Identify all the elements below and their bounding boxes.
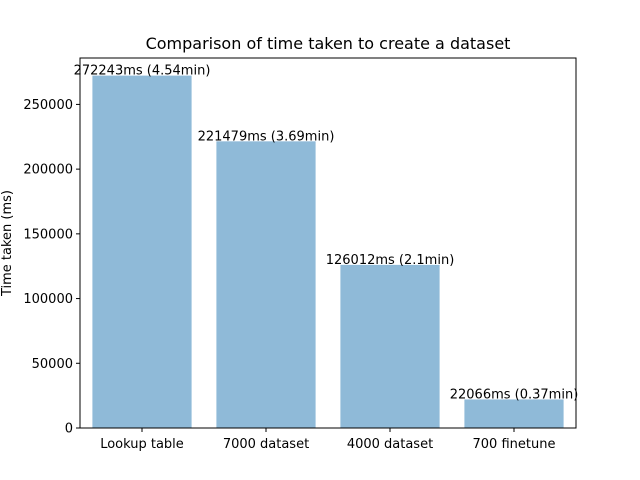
data-label-1: 272243ms (4.54min): [74, 64, 211, 79]
x-tick-label: 700 finetune: [473, 437, 556, 452]
y-tick-label: 250000: [23, 98, 73, 113]
y-tick-label: 0: [65, 422, 73, 437]
bars-layer: [92, 75, 564, 429]
chart-title: Comparison of time taken to create a dat…: [146, 34, 511, 53]
bar-2: [216, 141, 316, 428]
y-axis-label: Time taken (ms): [0, 190, 15, 297]
data-label-2: 221479ms (3.69min): [198, 129, 335, 144]
y-tick-label: 100000: [23, 292, 73, 307]
x-tick-label: 4000 dataset: [347, 437, 433, 452]
bar-3: [340, 264, 440, 428]
data-labels-layer: 272243ms (4.54min) 221479ms (3.69min) 1260…: [74, 64, 579, 403]
x-axis: Lookup table 7000 dataset 4000 dataset 700 …: [100, 428, 555, 452]
y-tick-label: 150000: [23, 227, 73, 242]
bar-4: [464, 399, 564, 428]
x-tick-label: 7000 dataset: [223, 437, 309, 452]
y-tick-label: 200000: [23, 163, 73, 178]
bar-1: [92, 75, 192, 429]
y-tick-label: 50000: [32, 357, 73, 372]
y-axis: 0 50000 100000 150000 200000 250000: [23, 98, 80, 437]
data-label-4: 22066ms (0.37min): [450, 387, 579, 402]
plot-frame: [79, 57, 577, 429]
data-label-3: 126012ms (2.1min): [326, 253, 455, 268]
x-tick-label: Lookup table: [100, 437, 184, 452]
